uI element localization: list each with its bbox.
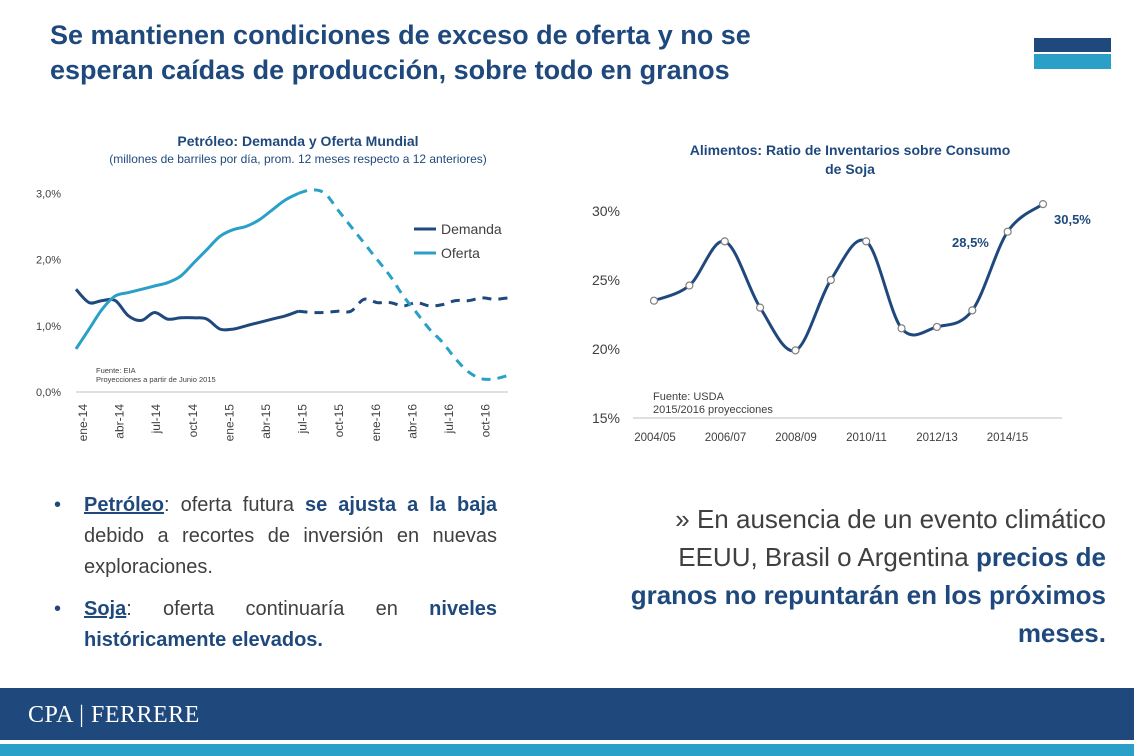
oil-chart-title: Petróleo: Demanda y Oferta Mundial xyxy=(177,133,418,149)
decor-bar-light xyxy=(1034,54,1111,69)
soy-y-tick-label: 15% xyxy=(592,410,620,426)
slide-title: Se mantienen condiciones de exceso de of… xyxy=(50,18,970,88)
bullet-list: • Petróleo: oferta futura se ajusta a la… xyxy=(52,490,497,667)
bullet-keyword: Soja xyxy=(84,598,127,620)
bullet-dot: • xyxy=(54,494,62,516)
soy-data-point xyxy=(1038,200,1048,209)
soy-data-point xyxy=(755,303,765,312)
soy-projection-note: 2015/2016 proyecciones xyxy=(653,404,773,416)
soy-data-point xyxy=(685,281,694,290)
footer-strip xyxy=(0,744,1134,756)
oil-series-projection-oferta xyxy=(298,188,509,381)
title-line-1: Se mantienen condiciones de exceso de of… xyxy=(50,20,751,50)
soy-y-tick-label: 25% xyxy=(592,272,620,288)
oil-series-line-demanda xyxy=(74,288,299,332)
bullet-highlight: niveles históricamente elevados. xyxy=(84,598,497,651)
soy-data-point xyxy=(1003,227,1012,236)
soy-data-point xyxy=(649,296,659,305)
oil-x-tick-label: jul-16 xyxy=(442,404,456,435)
bullet-text: : oferta futura xyxy=(164,494,305,516)
bullet-dot: • xyxy=(54,598,62,620)
oil-x-tick-label: ene-15 xyxy=(222,404,236,442)
soy-x-tick-label: 2008/09 xyxy=(775,432,817,444)
oil-x-tick-label: abr-14 xyxy=(113,404,127,439)
soy-x-tick-label: 2004/05 xyxy=(634,432,676,444)
oil-x-tick-label: ene-16 xyxy=(369,404,383,442)
oil-x-tick-label: oct-15 xyxy=(332,404,346,438)
oil-series-line-oferta xyxy=(74,191,300,350)
oil-x-tick-label: abr-16 xyxy=(405,404,419,439)
soy-x-tick-label: 2010/11 xyxy=(846,432,887,444)
soy-data-point xyxy=(826,275,835,285)
footer-bar xyxy=(0,688,1134,740)
bullet-keyword: Petróleo xyxy=(84,494,165,516)
oil-y-tick-label: 3,0% xyxy=(36,188,61,200)
oil-x-tick-label: jul-14 xyxy=(149,404,163,435)
oil-y-tick-label: 0,0% xyxy=(36,387,61,399)
soy-data-point xyxy=(720,237,729,246)
bullet-oil: • Petróleo: oferta futura se ajusta a la… xyxy=(52,490,497,583)
soy-x-tick-label: 2006/07 xyxy=(705,432,747,444)
soy-x-tick-label: 2014/15 xyxy=(987,432,1029,444)
bullet-text: : oferta continuaría en xyxy=(126,598,430,620)
oil-x-tick-label: abr-15 xyxy=(259,404,273,439)
oil-x-tick-label: jul-15 xyxy=(296,404,310,435)
oil-series-projection-demanda xyxy=(298,296,509,315)
oil-legend-label: Demanda xyxy=(441,221,502,237)
oil-y-tick-label: 2,0% xyxy=(36,255,61,267)
oil-chart-subtitle: (millones de barriles por día, prom. 12 … xyxy=(109,152,487,166)
decor-bar-dark xyxy=(1034,38,1111,52)
soy-data-point xyxy=(862,237,871,246)
oil-source-note: Fuente: EIA xyxy=(96,366,136,375)
oil-y-tick-label: 1,0% xyxy=(36,321,61,333)
bullet-text: debido a recortes de inversión en nuevas… xyxy=(84,525,497,578)
bullet-highlight: se ajusta a la baja xyxy=(304,494,497,516)
title-line-2: esperan caídas de producción, sobre todo… xyxy=(50,55,730,85)
soy-chart-title-line2: de Soja xyxy=(825,161,875,177)
bullet-soy: • Soja: oferta continuaría en niveles hi… xyxy=(52,594,497,656)
soy-x-tick-label: 2012/13 xyxy=(916,432,958,444)
soy-y-tick-label: 30% xyxy=(592,203,620,219)
soy-annotation-30-5: 30,5% xyxy=(1054,212,1091,227)
soy-data-point xyxy=(932,322,942,332)
quote-emphasis: precios de granos no repuntarán en los p… xyxy=(630,542,1106,648)
soy-data-point xyxy=(897,324,906,333)
oil-x-tick-label: ene-14 xyxy=(76,404,90,442)
soy-annotation-28-5: 28,5% xyxy=(952,235,989,250)
quote-lead: » En ausencia de un evento climático EEU… xyxy=(675,504,1106,572)
oil-projection-note: Proyecciones a partir de Junio 2015 xyxy=(96,375,216,384)
soy-series-line xyxy=(653,202,1044,353)
oil-legend-label: Oferta xyxy=(441,245,480,261)
oil-x-tick-label: oct-14 xyxy=(186,404,200,438)
conclusion-quote: » En ausencia de un evento climático EEU… xyxy=(612,500,1106,652)
soy-data-point xyxy=(968,306,977,315)
soy-y-tick-label: 20% xyxy=(592,341,620,357)
footer-logo: CPA | FERRERE xyxy=(28,702,200,728)
soy-source-note: Fuente: USDA xyxy=(653,391,725,403)
soy-chart-title-line1: Alimentos: Ratio de Inventarios sobre Co… xyxy=(690,142,1011,158)
oil-x-tick-label: oct-16 xyxy=(479,404,493,438)
soy-data-point xyxy=(791,346,800,355)
